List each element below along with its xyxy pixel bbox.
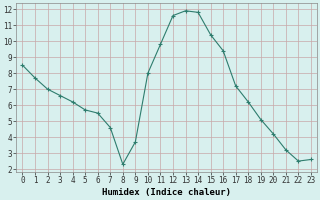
X-axis label: Humidex (Indice chaleur): Humidex (Indice chaleur) [102,188,231,197]
